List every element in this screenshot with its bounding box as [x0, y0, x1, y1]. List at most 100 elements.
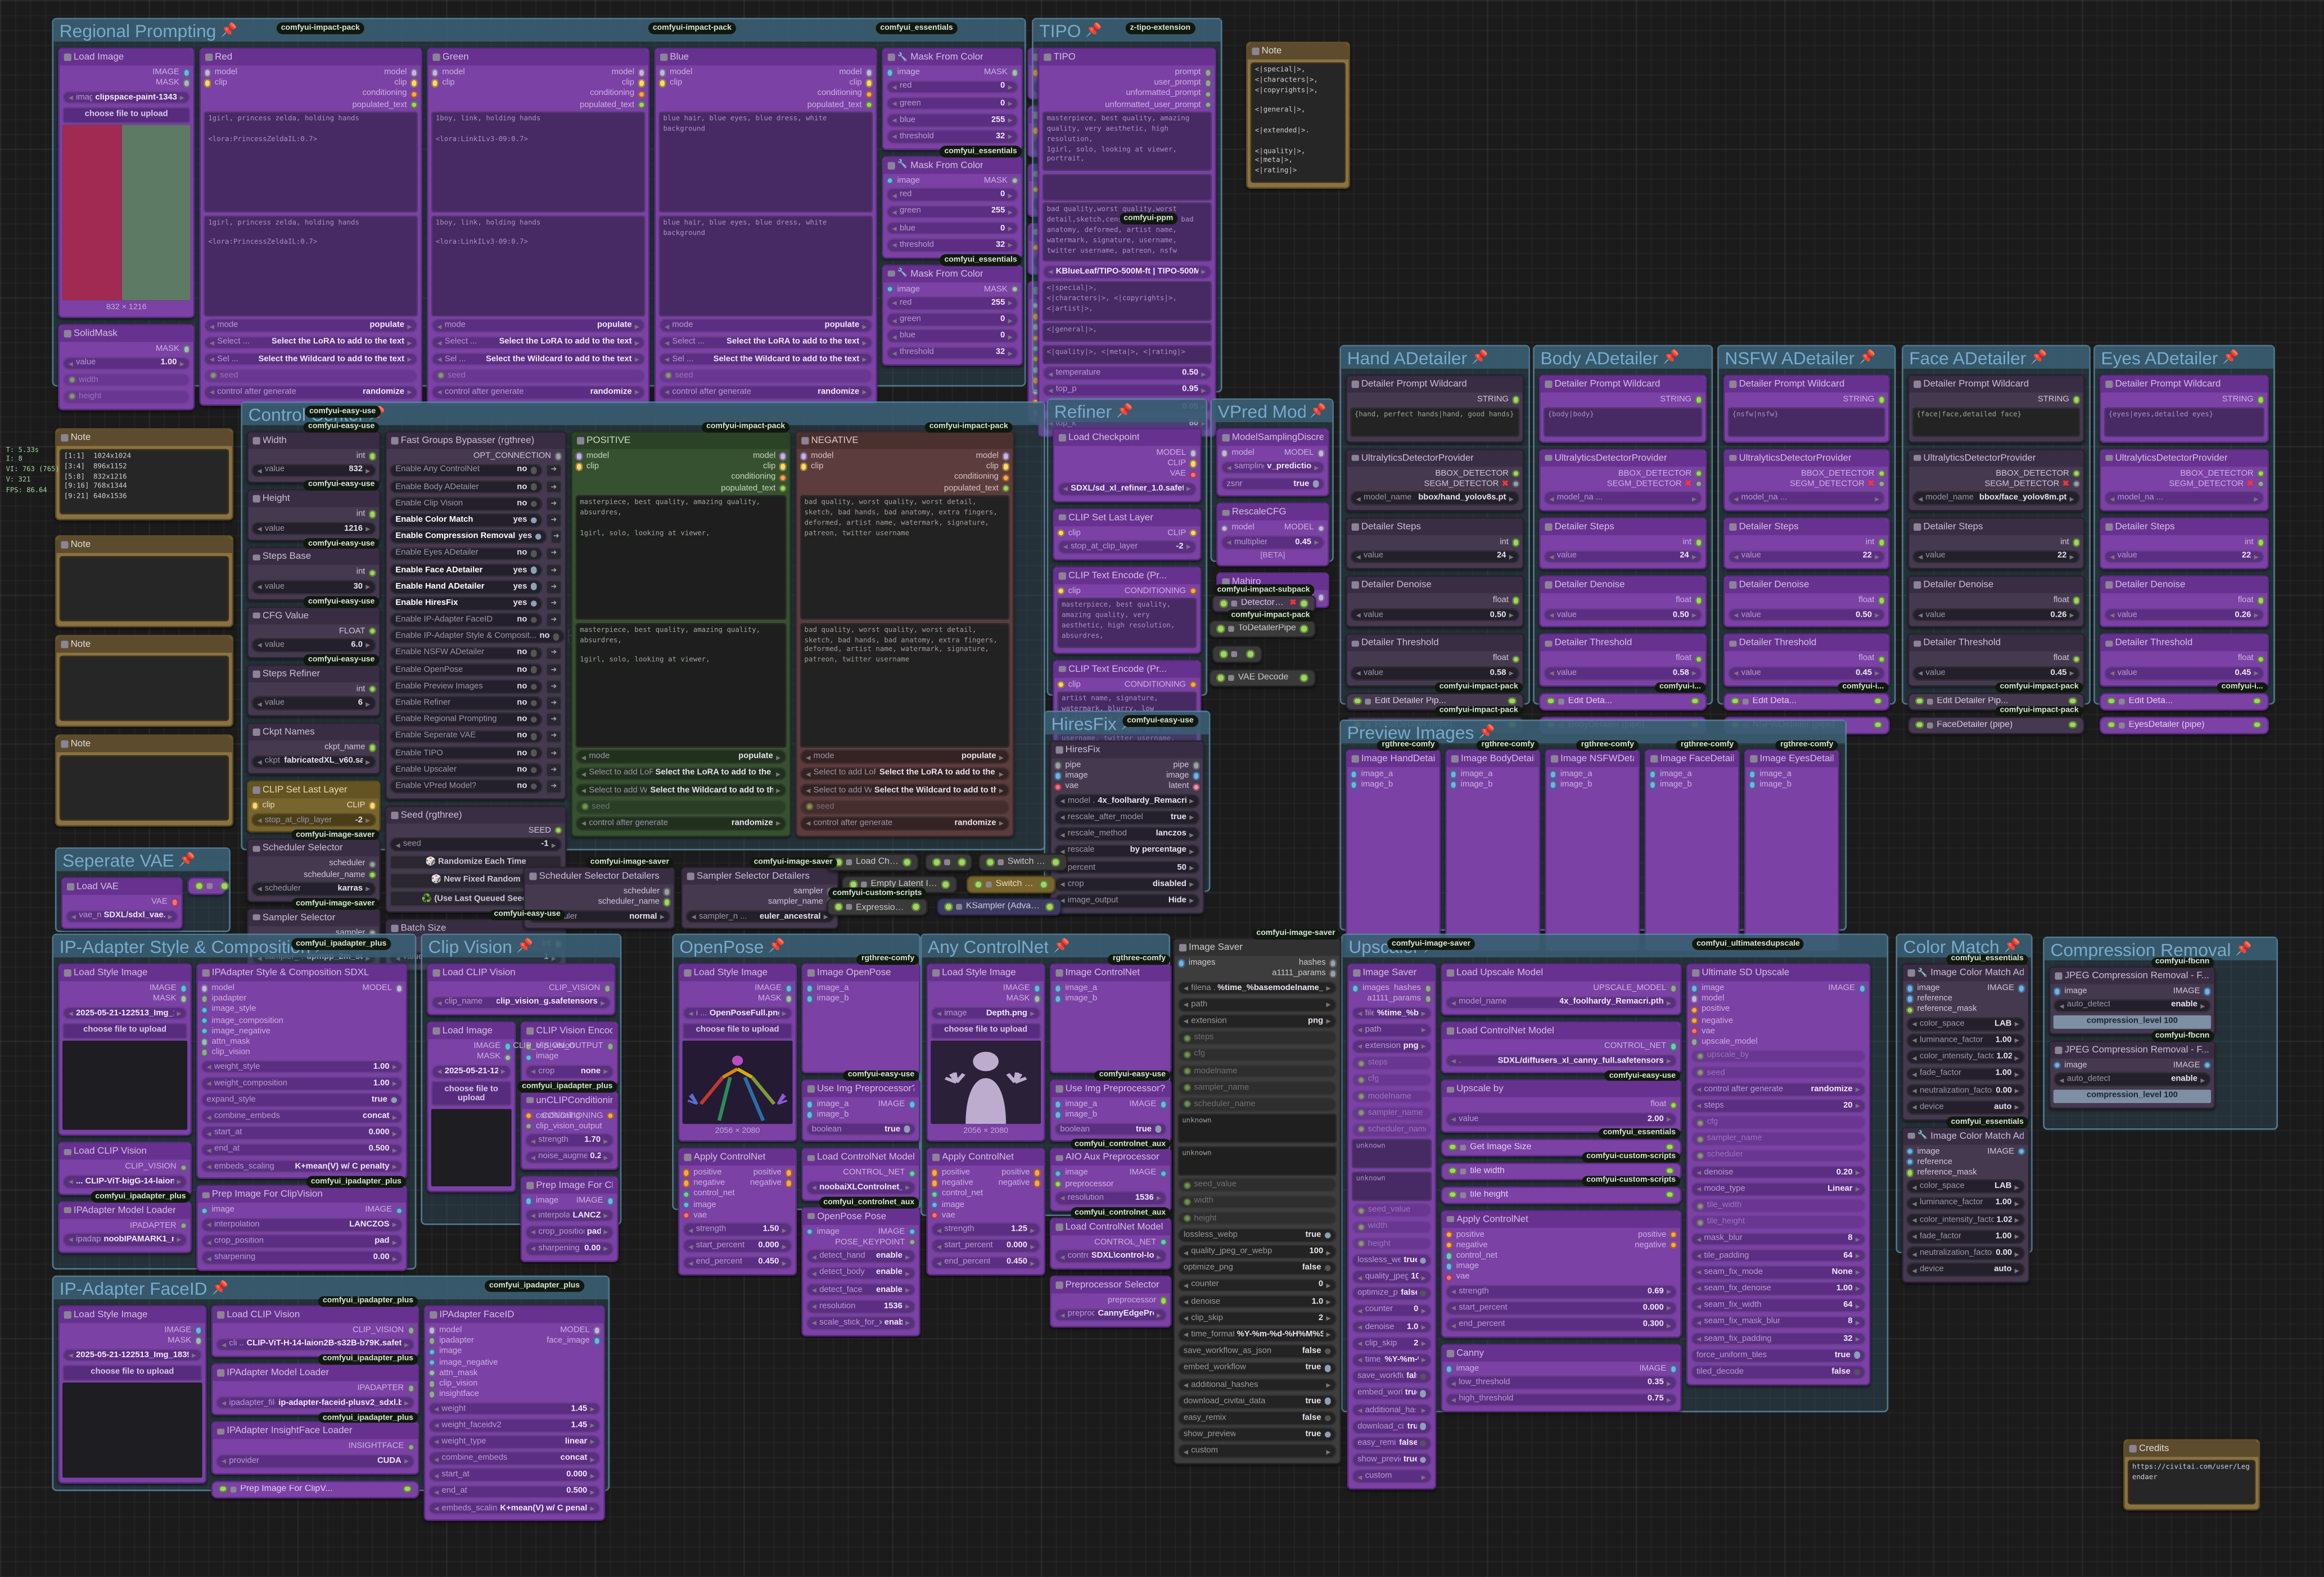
input-slot-image[interactable]: image [428, 1348, 498, 1357]
widget-red[interactable]: ◀ red 0 ▶ [886, 79, 1019, 94]
node-aio-aux-preprocessor[interactable]: comfyui_controlnet_aux AIO Aux Preprocess… [1049, 1138, 1172, 1212]
widget-green[interactable]: ◀ green 255 ▶ [886, 204, 1019, 219]
slot-dot[interactable] [437, 372, 445, 379]
widget-weight-faceidv2[interactable]: ◀ weight_faceidv2 1.45 ▶ [428, 1418, 601, 1433]
input-slot-model[interactable]: model [1220, 524, 1254, 533]
jump-to-group-icon[interactable]: ➜ [545, 662, 562, 677]
widget-model-na[interactable]: ◀ model_na ... ▶ [2104, 491, 2265, 505]
widget-value[interactable]: ◀ value 0.26 ▶ [1912, 607, 2081, 622]
node-detailer-denoise[interactable]: Detailer Denoise float ◀ value 0.26 ▶ [1907, 575, 2085, 628]
input-slot-image[interactable]: image [1690, 984, 1758, 993]
slot-dot[interactable] [1357, 1059, 1365, 1067]
widget-vae-name[interactable]: ◀vae_nameSDXL/sdxl_vae.safetensors▶ [65, 909, 179, 924]
toggle-expand-style[interactable]: expand_style true [200, 1092, 403, 1108]
widget-select[interactable]: ◀ Select ... Select the LoRA to add to the… [431, 335, 646, 350]
input-widget-sampler-name[interactable]: sampler_name [1351, 1106, 1432, 1120]
output-slot-negative[interactable]: negative [750, 1179, 793, 1188]
group-regional-prompting[interactable]: Regional Prompting 📌 comfyui-impact-pack co… [52, 17, 1179, 423]
widget-select[interactable]: ◀ Select ... Select the LoRA to add to the… [204, 335, 418, 350]
input-widget-modelname[interactable]: modelname [1177, 1064, 1337, 1078]
widget-neutralization-factor[interactable]: ◀ neutralization_factor 0.00 ▶ [1906, 1246, 2025, 1260]
input-slot-image-b[interactable]: image_b [806, 995, 849, 1004]
widget-threshold[interactable]: ◀ threshold 32 ▶ [886, 237, 1019, 252]
output-slot-image[interactable]: IMAGE [878, 1100, 916, 1109]
node-collapsed-int[interactable]: Int [187, 877, 229, 895]
input-slot-image[interactable]: image [1445, 1262, 1497, 1271]
bypass-row-enable-body-adetailer[interactable]: Enable Body ADetailer no [389, 480, 543, 494]
node-use-img-preprocessor[interactable]: comfyui-easy-use Use Img Preprocessor? ima… [801, 1069, 920, 1142]
node-modelsamplingdiscrete[interactable]: ModelSamplingDiscretemodelMODEL◀sampling… [1216, 428, 1329, 498]
output-slot-string[interactable]: STRING [1843, 395, 1885, 404]
group-anycn[interactable]: Any ControlNet 📌 Load Style Image IMAGE MASK… [920, 933, 1172, 1328]
widget-tile-padding[interactable]: ◀ tile_padding 64 ▶ [1690, 1248, 1866, 1263]
text-area[interactable]: masterpiece, best quality, amazing quali… [1057, 598, 1197, 648]
bypass-row-enable-face-adetailer[interactable]: Enable Face ADetailer yes [389, 563, 543, 577]
input-slot-preprocessor[interactable]: preprocessor [1054, 1180, 1114, 1189]
input-slot-positive[interactable]: positive [1445, 1230, 1497, 1239]
widget-red[interactable]: ◀ red 255 ▶ [886, 296, 1019, 310]
output-slot-segm-detector[interactable]: ✖ SEGM_DETECTOR [1607, 480, 1703, 489]
node-note[interactable]: Note [55, 635, 234, 728]
node-ipadapter-model-loader[interactable]: comfyui_ipadapter_plus IPAdapter Model Lo… [211, 1354, 419, 1416]
input-widget-tile-height[interactable]: tile_height [1690, 1215, 1866, 1230]
widget-blue[interactable]: ◀ blue 0 ▶ [886, 221, 1019, 236]
node-ipadapter-style-composition-sdxl[interactable]: IPAdapter Style & Composition SDXL model i… [196, 963, 408, 1180]
widget-seam-fix-width[interactable]: ◀ seam_fix_width 64 ▶ [1690, 1298, 1866, 1313]
output-slot-populated-text[interactable]: populated_text [580, 101, 646, 110]
group-tipo[interactable]: TIPO 📌 z-tipo-extension TIPO prompt user_prom… [1032, 17, 1222, 437]
widget-strength[interactable]: ◀ strength 0.69 ▶ [1445, 1284, 1677, 1299]
input-slot-image-b[interactable]: image_b [1549, 781, 1592, 790]
bypass-row-enable-hiresfix[interactable]: Enable HiresFix yes [389, 596, 543, 611]
output-slot-float[interactable]: float [2238, 597, 2265, 606]
input-widget-seed-value[interactable]: seed_value [1351, 1203, 1432, 1218]
widget-value[interactable]: ◀ value 0.50 ▶ [1543, 607, 1703, 622]
node-canny[interactable]: Canny image IMAGE ◀ low_threshold 0.35 ▶ ◀ high_… [1441, 1344, 1682, 1413]
widget-additional-hashes[interactable]: ◀additional_hashes▶ [1177, 1377, 1337, 1392]
text-area[interactable]: 1boy, link, holding hands <lora:LinkILv3… [431, 215, 646, 317]
slot-dot[interactable] [581, 803, 589, 811]
input-slot-clip[interactable]: clip [1057, 680, 1081, 689]
widget-scheduler[interactable]: ◀ scheduler karras ▶ [251, 882, 377, 896]
widget-rescale-method[interactable]: ◀ rescale_method lanczos ▶ [1054, 827, 1200, 842]
widget-control-after-generate[interactable]: ◀ control after generate randomize ▶ [1690, 1082, 1866, 1097]
node-rescalecfg[interactable]: RescaleCFG model MODEL ◀ multiplier 0.45 ▶ [BET… [1216, 503, 1329, 567]
output-slot-conditioning[interactable]: conditioning [363, 90, 418, 99]
output-slot-conditioning[interactable]: CONDITIONING [1125, 680, 1197, 689]
node-ipadapter-faceid[interactable]: IPAdapter FaceID model ipadapter image image… [423, 1305, 606, 1522]
output-slot-populated-text[interactable]: populated_text [807, 101, 873, 110]
output-slot-hashes[interactable]: hashes [1394, 984, 1432, 993]
input-widget-cfg[interactable]: cfg [1351, 1072, 1432, 1087]
group-control-center[interactable]: Control Center📌comfyui-easy-usecomfyui-e… [241, 401, 1045, 971]
output-slot-model[interactable]: MODEL [560, 1326, 601, 1335]
bypass-row-enable-openpose[interactable]: Enable OpenPose no [389, 662, 543, 677]
input-slot-control-net[interactable]: control_net [682, 1190, 734, 1199]
widget-extension[interactable]: ◀ extension png ▶ [1177, 1014, 1337, 1029]
button-choose-file-to-upload[interactable]: choose file to upload [931, 1023, 1041, 1039]
slot-dot[interactable] [1357, 1109, 1365, 1117]
text-area[interactable] [59, 755, 229, 821]
node-collapsed-edit-deta[interactable]: comfyui-i... Edit Deta... [1723, 681, 1890, 710]
node-detailer-threshold[interactable]: Detailer Threshold float ◀ value 0.58 ▶ [1538, 634, 1707, 686]
input-slot-image[interactable]: image [2053, 987, 2087, 996]
widget-value[interactable]: ◀ value 1216 ▶ [251, 521, 377, 536]
input-slot-clip-vision[interactable]: clip_vision [428, 1380, 498, 1389]
slot-dot[interactable] [1357, 1092, 1365, 1100]
widget-value[interactable]: ◀ value 24 ▶ [1350, 549, 1520, 564]
output-slot-positive[interactable]: positive [1001, 1168, 1041, 1177]
widget-control-after-generate[interactable]: ◀ control after generate randomize ▶ [431, 385, 646, 400]
output-slot-model[interactable]: MODEL [1284, 449, 1325, 458]
input-widget-sampler-name[interactable]: sampler_name [1690, 1132, 1866, 1146]
widget-fade-factor[interactable]: ◀ fade_factor 1.00 ▶ [1906, 1229, 2025, 1244]
output-slot-float[interactable]: float [1858, 597, 1885, 606]
node-mask-from-color[interactable]: 🔧 Mask From Color image MASK ◀ red 0 ▶ ◀ green 0 ▶ ◀… [882, 47, 1023, 150]
button-choose-file-to-upload[interactable]: choose file to upload [431, 1081, 512, 1106]
widget-device[interactable]: ◀ device auto ▶ [1906, 1263, 2025, 1277]
node-ultralyticsdetectorprovider[interactable]: UltralyticsDetectorProvider BBOX_DETECTOR… [1346, 448, 1524, 512]
node-ultralyticsdetectorprovider[interactable]: UltralyticsDetectorProvider BBOX_DETECTOR… [2099, 448, 2269, 512]
input-slot-conditioning[interactable]: conditioning [525, 1111, 580, 1120]
input-widget-sampler-name[interactable]: sampler_name [1177, 1081, 1337, 1095]
output-slot-clip[interactable]: CLIP [1167, 528, 1197, 537]
widget-strength[interactable]: ◀ strength 1.50 ▶ [682, 1222, 793, 1237]
